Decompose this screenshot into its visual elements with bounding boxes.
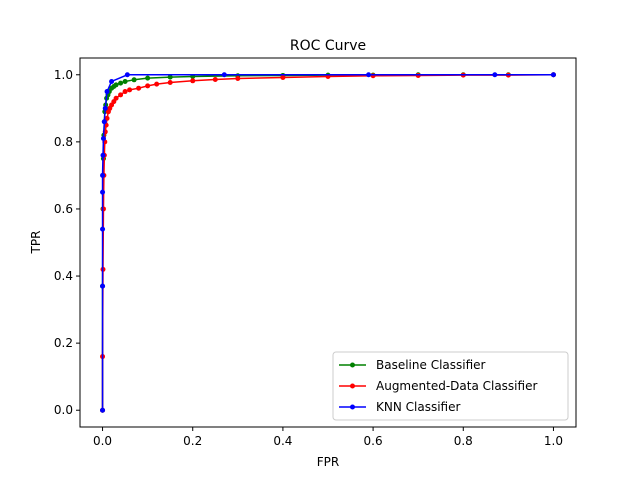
legend-box: [332, 351, 569, 421]
data-point: [100, 189, 106, 195]
y-axis-label: TPR: [29, 231, 43, 255]
data-point: [235, 75, 241, 81]
data-point: [101, 119, 107, 125]
data-point: [550, 72, 556, 78]
data-point: [221, 72, 227, 78]
data-point: [118, 92, 124, 98]
y-tick-label: 0.4: [54, 269, 73, 283]
data-point: [136, 85, 142, 91]
data-point: [100, 136, 106, 142]
data-point: [145, 75, 151, 81]
y-tick-label: 0.6: [54, 202, 73, 216]
legend-item: Baseline Classifier: [339, 358, 486, 372]
data-point: [102, 105, 108, 111]
legend-swatch-marker: [350, 383, 355, 389]
series-line: [101, 74, 554, 411]
x-axis-label: FPR: [317, 455, 339, 469]
data-point: [100, 226, 106, 232]
data-point: [154, 81, 160, 87]
axes-frame: [79, 57, 577, 428]
data-point: [167, 79, 173, 85]
legend-label: Baseline Classifier: [376, 358, 486, 372]
x-tick-label: 0.8: [454, 434, 473, 448]
data-point: [109, 78, 115, 84]
data-point: [100, 206, 106, 212]
y-tick-label: 0.0: [54, 403, 73, 417]
legend-swatch-marker: [350, 362, 355, 368]
legend-swatch-marker: [350, 404, 355, 410]
legend-label: KNN Classifier: [376, 400, 460, 414]
data-point: [104, 89, 110, 95]
data-point: [492, 72, 498, 78]
data-point: [113, 82, 119, 88]
chart-title: ROC Curve: [290, 38, 366, 54]
data-point: [131, 77, 137, 83]
x-tick-label: 0.4: [273, 434, 292, 448]
legend: Baseline Classifier Augmented-Data Classi…: [332, 351, 569, 421]
y-tick-label: 0.2: [54, 336, 73, 350]
x-tick-label: 0.6: [364, 434, 383, 448]
legend-item: Augmented-Data Classifier: [339, 379, 537, 393]
data-point: [104, 115, 110, 121]
x-tick-label: 0.2: [183, 434, 202, 448]
data-point: [366, 72, 372, 78]
legend-item: KNN Classifier: [339, 400, 460, 414]
data-point: [124, 72, 130, 78]
data-point: [280, 74, 286, 80]
data-point: [167, 74, 173, 80]
data-point: [145, 83, 151, 89]
series-3: [100, 72, 556, 413]
data-point: [100, 152, 106, 158]
y-tick-label: 1.0: [54, 68, 73, 82]
legend-label: Augmented-Data Classifier: [376, 379, 537, 393]
y-tick-label: 0.8: [54, 135, 73, 149]
data-point: [100, 283, 106, 289]
data-point: [100, 407, 106, 413]
data-point: [100, 172, 106, 178]
x-tick-label: 1.0: [544, 434, 563, 448]
data-point: [190, 78, 196, 84]
data-point: [113, 95, 119, 101]
data-point: [122, 78, 128, 84]
data-point: [127, 87, 133, 93]
data-point: [212, 76, 218, 82]
data-point: [118, 80, 124, 86]
data-point: [122, 89, 128, 95]
x-tick-label: 0.0: [93, 434, 112, 448]
y-axis-ticks: 0.0 0.2 0.4 0.6 0.8 1.0: [54, 68, 80, 417]
x-axis-ticks: 0.0 0.2 0.4 0.6 0.8 1.0: [93, 427, 563, 448]
series-layer: [100, 72, 556, 413]
